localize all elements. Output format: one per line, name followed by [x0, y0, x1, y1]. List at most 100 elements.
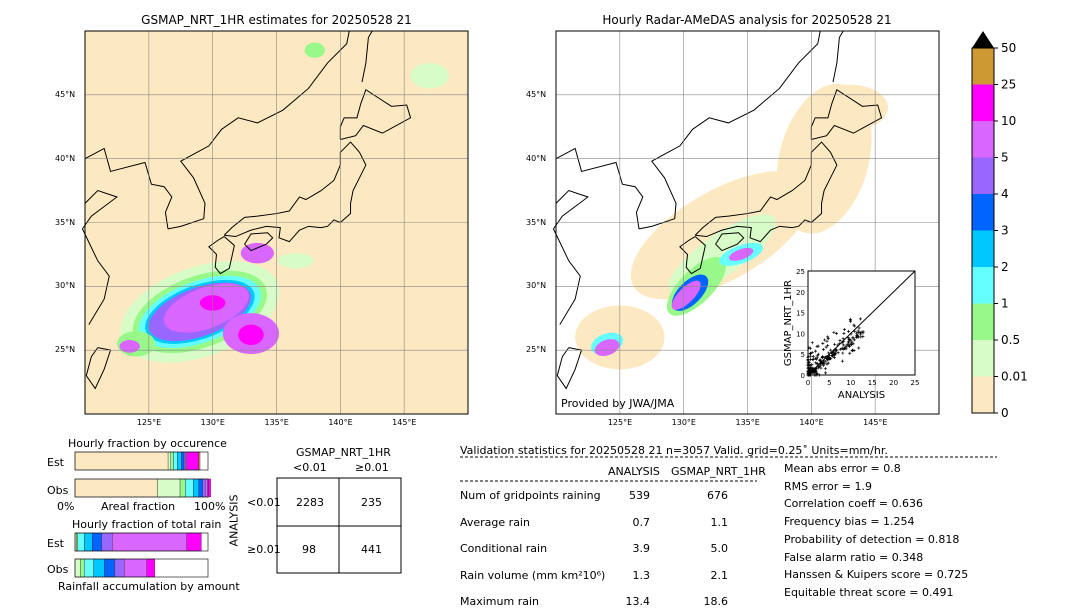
- occ-est-label: Est: [47, 456, 64, 469]
- scatter-point: [806, 366, 810, 370]
- scatter-point: [806, 363, 810, 367]
- scatter-point: [856, 335, 860, 339]
- fraction-segment: [198, 478, 203, 498]
- lat-label: 30°N: [526, 281, 547, 291]
- scatter-point: [833, 351, 837, 355]
- scatter-point: [836, 351, 840, 355]
- fraction-segment: [177, 451, 182, 471]
- scatter-point: [816, 366, 820, 370]
- scatter-point: [824, 371, 828, 375]
- fraction-segment: [186, 451, 199, 471]
- colorbar-segment: [972, 157, 994, 194]
- coastline: [555, 147, 644, 229]
- scatter-point: [824, 345, 828, 349]
- scatter-y-tick: 5: [801, 351, 805, 359]
- fraction-segment: [114, 558, 125, 578]
- scatter-point: [830, 351, 834, 355]
- scatter-point: [818, 358, 822, 362]
- scatter-point: [842, 343, 846, 347]
- cont-cell-21: 98: [302, 543, 316, 556]
- scatter-point: [837, 342, 841, 346]
- scatter-point: [835, 331, 839, 335]
- scatter-point: [808, 346, 812, 350]
- scatter-point: [806, 358, 810, 362]
- colorbar-label: 0.01: [1001, 370, 1028, 384]
- fraction-segment: [170, 451, 174, 471]
- fraction-segment: [202, 478, 206, 498]
- scatter-point: [810, 370, 814, 374]
- stats-col-analysis: ANALYSIS: [608, 465, 660, 478]
- scatter-point: [831, 354, 835, 358]
- scatter-point: [853, 329, 857, 333]
- coastline: [84, 147, 173, 229]
- scatter-y-tick: 25: [796, 268, 805, 276]
- scatter-point: [849, 332, 853, 336]
- scatter-point: [841, 351, 845, 355]
- score-line: RMS error = 1.9: [784, 479, 872, 493]
- lon-label: 125°E: [607, 418, 633, 427]
- scatter-point: [826, 344, 830, 348]
- lat-label: 35°N: [526, 217, 547, 227]
- lat-label: 40°N: [55, 153, 76, 163]
- colorbar-label: 3: [1001, 224, 1009, 238]
- fraction-segment: [186, 532, 202, 552]
- fraction-segment: [205, 478, 209, 498]
- scatter-point: [833, 342, 837, 346]
- rain-area: [671, 280, 701, 310]
- fraction-segment: [84, 558, 94, 578]
- lon-label: 145°E: [863, 418, 888, 427]
- scatter-point: [840, 346, 844, 350]
- scatter-point: [810, 341, 814, 345]
- score-line: Correlation coeff = 0.636: [784, 497, 923, 511]
- colorbar: 0 0.01 0.5 1 2 3 4 5 10 25 50: [971, 31, 1028, 420]
- scatter-point: [806, 373, 810, 377]
- coastline: [208, 236, 235, 275]
- cont-row-lt: <0.01: [247, 496, 281, 509]
- score-line: Equitable threat score = 0.491: [784, 585, 954, 599]
- scatter-point: [814, 361, 818, 365]
- scatter-point: [828, 357, 832, 361]
- stats-label: Rain volume (mm km²10⁶): [460, 568, 606, 582]
- scatter-point: [811, 357, 815, 361]
- fraction-segment: [77, 532, 85, 552]
- scatter-x-tick: 10: [846, 379, 855, 387]
- stats-a: 3.9: [632, 542, 651, 555]
- scatter-y-tick: 15: [796, 310, 805, 318]
- colorbar-segment: [972, 84, 994, 121]
- scatter-point: [814, 349, 818, 353]
- colorbar-segment: [972, 340, 994, 377]
- scatter-point: [847, 338, 851, 342]
- stats-a: 13.4: [625, 595, 651, 608]
- fraction-segment: [146, 558, 156, 578]
- rain-area: [119, 339, 140, 353]
- coastline: [167, 30, 350, 230]
- scatter-point: [838, 339, 842, 343]
- coastline: [832, 30, 844, 83]
- fraction-segment: [179, 478, 186, 498]
- rain-accum-label: Rainfall accumulation by amount: [58, 580, 240, 593]
- areal-fraction-label: Areal fraction: [101, 500, 176, 513]
- colorbar-label: 2: [1001, 260, 1009, 274]
- scatter-point: [815, 354, 819, 358]
- scatter-point: [806, 366, 810, 370]
- scatter-ylabel: GSMAP_NRT_1HR: [783, 280, 794, 366]
- lon-label: 135°E: [735, 418, 760, 427]
- scatter-point: [829, 348, 833, 352]
- coastline: [679, 236, 706, 275]
- scatter-point: [825, 339, 829, 343]
- axis-100pct: 100%: [194, 500, 226, 513]
- fraction-segment: [193, 478, 199, 498]
- stats-b: 18.6: [703, 595, 729, 608]
- scatter-point: [815, 373, 819, 377]
- scatter-point: [852, 338, 856, 342]
- stats-label: Maximum rain: [460, 595, 539, 608]
- lat-label: 30°N: [55, 281, 76, 291]
- colorbar-segment: [972, 194, 994, 231]
- fraction-segment: [74, 451, 169, 471]
- cont-col-lt: <0.01: [293, 461, 327, 474]
- colorbar-segment: [972, 303, 994, 340]
- fraction-segment: [124, 558, 148, 578]
- scatter-point: [818, 373, 822, 377]
- lat-label: 45°N: [55, 89, 76, 99]
